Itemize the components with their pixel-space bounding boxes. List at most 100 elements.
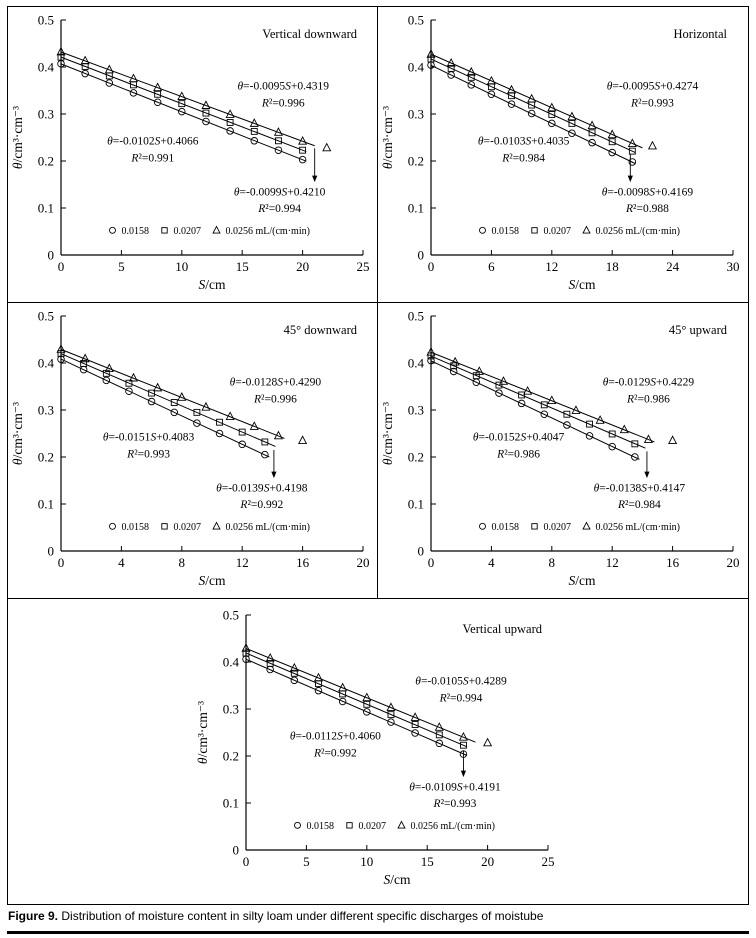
fit-line: [430, 360, 640, 460]
data-point-triangle: [297, 135, 307, 145]
r-squared-label: R²=0.993: [433, 798, 477, 810]
y-tick-label: 0: [418, 544, 425, 559]
y-tick-label: 0.5: [223, 608, 239, 623]
data-point-triangle: [104, 64, 114, 74]
y-tick-label: 0.3: [223, 702, 239, 717]
legend-marker-circle: [294, 821, 301, 829]
fit-line: [60, 51, 315, 147]
x-tick-label: 10: [175, 259, 188, 274]
data-point-triangle: [446, 57, 456, 67]
y-tick-label: 0.2: [37, 450, 53, 465]
fit-line: [60, 353, 276, 447]
x-tick-label: 20: [356, 555, 369, 570]
data-point-circle: [169, 408, 178, 417]
data-point-triangle: [313, 672, 324, 682]
data-point-circle: [467, 81, 476, 89]
fit-line: [430, 351, 655, 443]
equation-label: θ=-0.0102S+0.4066: [107, 136, 199, 148]
data-point-triangle: [410, 712, 420, 721]
legend-marker-triangle: [582, 225, 591, 234]
data-point-circle: [517, 399, 526, 408]
r-squared-label: R²=0.993: [126, 448, 170, 460]
data-point-circle: [548, 119, 556, 128]
y-axis-label: θ/cm³·cm⁻³: [10, 106, 25, 169]
data-point-triangle: [547, 395, 557, 405]
data-point-triangle: [55, 344, 66, 353]
data-point-triangle: [200, 100, 210, 109]
y-tick-label: 0.2: [408, 154, 424, 169]
y-tick-label: 0.4: [408, 60, 425, 75]
legend-label: 0.0207: [173, 226, 201, 237]
data-point-circle: [387, 718, 395, 726]
chart-cell-45-downward: 0 4 8 12 16 20 0 0.1 0.2 0.3 0.4 0.5 S/cm θ/cm³·cm⁻³ 4…: [8, 303, 378, 599]
y-tick-label: 0: [418, 248, 425, 263]
data-point-triangle: [426, 49, 436, 58]
chart-cell-vertical-downward: 0 5 10 15 20 25 0 0.1 0.2 0.3 0.4 0.5 S/cm θ/cm³·cm⁻³…: [8, 7, 378, 303]
data-point-triangle: [527, 93, 537, 103]
x-tick-label: 0: [57, 259, 64, 274]
chart-horizontal: 0 6 12 18 24 30 0 0.1 0.2 0.3 0.4 0.5 S/cm θ/cm³·cm⁻³…: [380, 13, 740, 293]
x-tick-label: 15: [421, 854, 434, 869]
r-squared-label: R²=0.994: [439, 692, 483, 704]
r-squared-label: R²=0.984: [617, 499, 661, 511]
data-point-triangle: [55, 46, 66, 56]
data-point-circle: [129, 89, 137, 97]
data-point-circle: [298, 155, 306, 164]
chart-cell-vertical-upward: 0 5 10 15 20 25 0 0.1 0.2 0.3 0.4 0.5 S/cm θ/cm³·cm⁻³…: [8, 599, 748, 900]
data-point-triangle: [434, 722, 444, 731]
data-point-circle: [411, 729, 419, 737]
data-point-square: [588, 129, 596, 137]
x-axis-label: S/cm: [383, 872, 411, 887]
x-tick-label: 15: [235, 259, 248, 274]
y-tick-label: 0.4: [408, 356, 425, 371]
equation-label: θ=-0.0095S+0.4319: [237, 81, 329, 93]
data-point-triangle: [668, 435, 678, 444]
data-point-triangle: [200, 401, 210, 411]
x-tick-label: 25: [356, 259, 369, 274]
data-point-triangle: [176, 392, 186, 401]
y-axis-label: θ/cm³·cm⁻³: [380, 402, 395, 465]
data-point-square: [57, 53, 64, 61]
y-tick-label: 0.2: [408, 450, 424, 465]
data-point-triangle: [321, 142, 331, 152]
data-point-square: [568, 119, 576, 127]
data-point-circle: [147, 397, 155, 406]
legend-label: 0.0256 mL/(cm·min): [225, 226, 309, 237]
data-point-triangle: [486, 75, 496, 85]
y-tick-label: 0.4: [223, 655, 240, 670]
data-point-circle: [527, 109, 536, 118]
y-tick-label: 0: [233, 843, 240, 858]
data-point-square: [586, 420, 593, 428]
y-tick-label: 0.3: [408, 403, 424, 418]
r-squared-label: R²=0.991: [130, 152, 174, 164]
bottom-rule: [7, 931, 749, 934]
data-point-square: [628, 147, 636, 155]
data-point-square: [467, 73, 475, 81]
legend-label: 0.0207: [544, 226, 572, 237]
y-tick-label: 0.1: [408, 201, 424, 216]
legend-marker-square: [531, 227, 538, 234]
data-point-circle: [568, 129, 576, 138]
x-tick-label: 24: [666, 259, 680, 274]
figure-caption: Figure 9. Distribution of moisture conte…: [8, 909, 543, 924]
r-squared-label: R²=0.992: [239, 499, 283, 511]
fit-line: [60, 56, 306, 153]
equation-label: θ=-0.0139S+0.4198: [216, 482, 308, 494]
x-tick-label: 0: [428, 555, 435, 570]
data-point-square: [153, 90, 161, 98]
legend-marker-square: [160, 523, 168, 530]
figure-caption-text: Distribution of moisture content in silt…: [61, 909, 544, 923]
data-point-square: [147, 389, 155, 397]
x-tick-label: 16: [296, 555, 310, 570]
r-squared-label: R²=0.992: [313, 747, 357, 759]
y-tick-label: 0.3: [408, 107, 424, 122]
equation-label: θ=-0.0129S+0.4229: [603, 377, 695, 389]
data-point-square: [518, 391, 526, 399]
data-point-square: [170, 399, 178, 406]
x-tick-label: 10: [360, 854, 373, 869]
legend-marker-circle: [108, 522, 116, 530]
y-tick-label: 0.4: [37, 356, 54, 371]
chart-45-upward: 0 4 8 12 16 20 0 0.1 0.2 0.3 0.4 0.5 S/cm θ/cm³·cm⁻³ 4…: [380, 309, 740, 589]
x-tick-label: 4: [118, 555, 125, 570]
x-tick-label: 12: [545, 259, 558, 274]
